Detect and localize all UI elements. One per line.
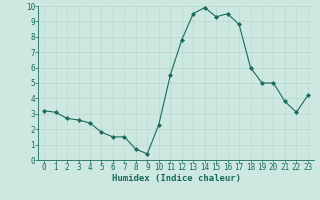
X-axis label: Humidex (Indice chaleur): Humidex (Indice chaleur) xyxy=(111,174,241,183)
